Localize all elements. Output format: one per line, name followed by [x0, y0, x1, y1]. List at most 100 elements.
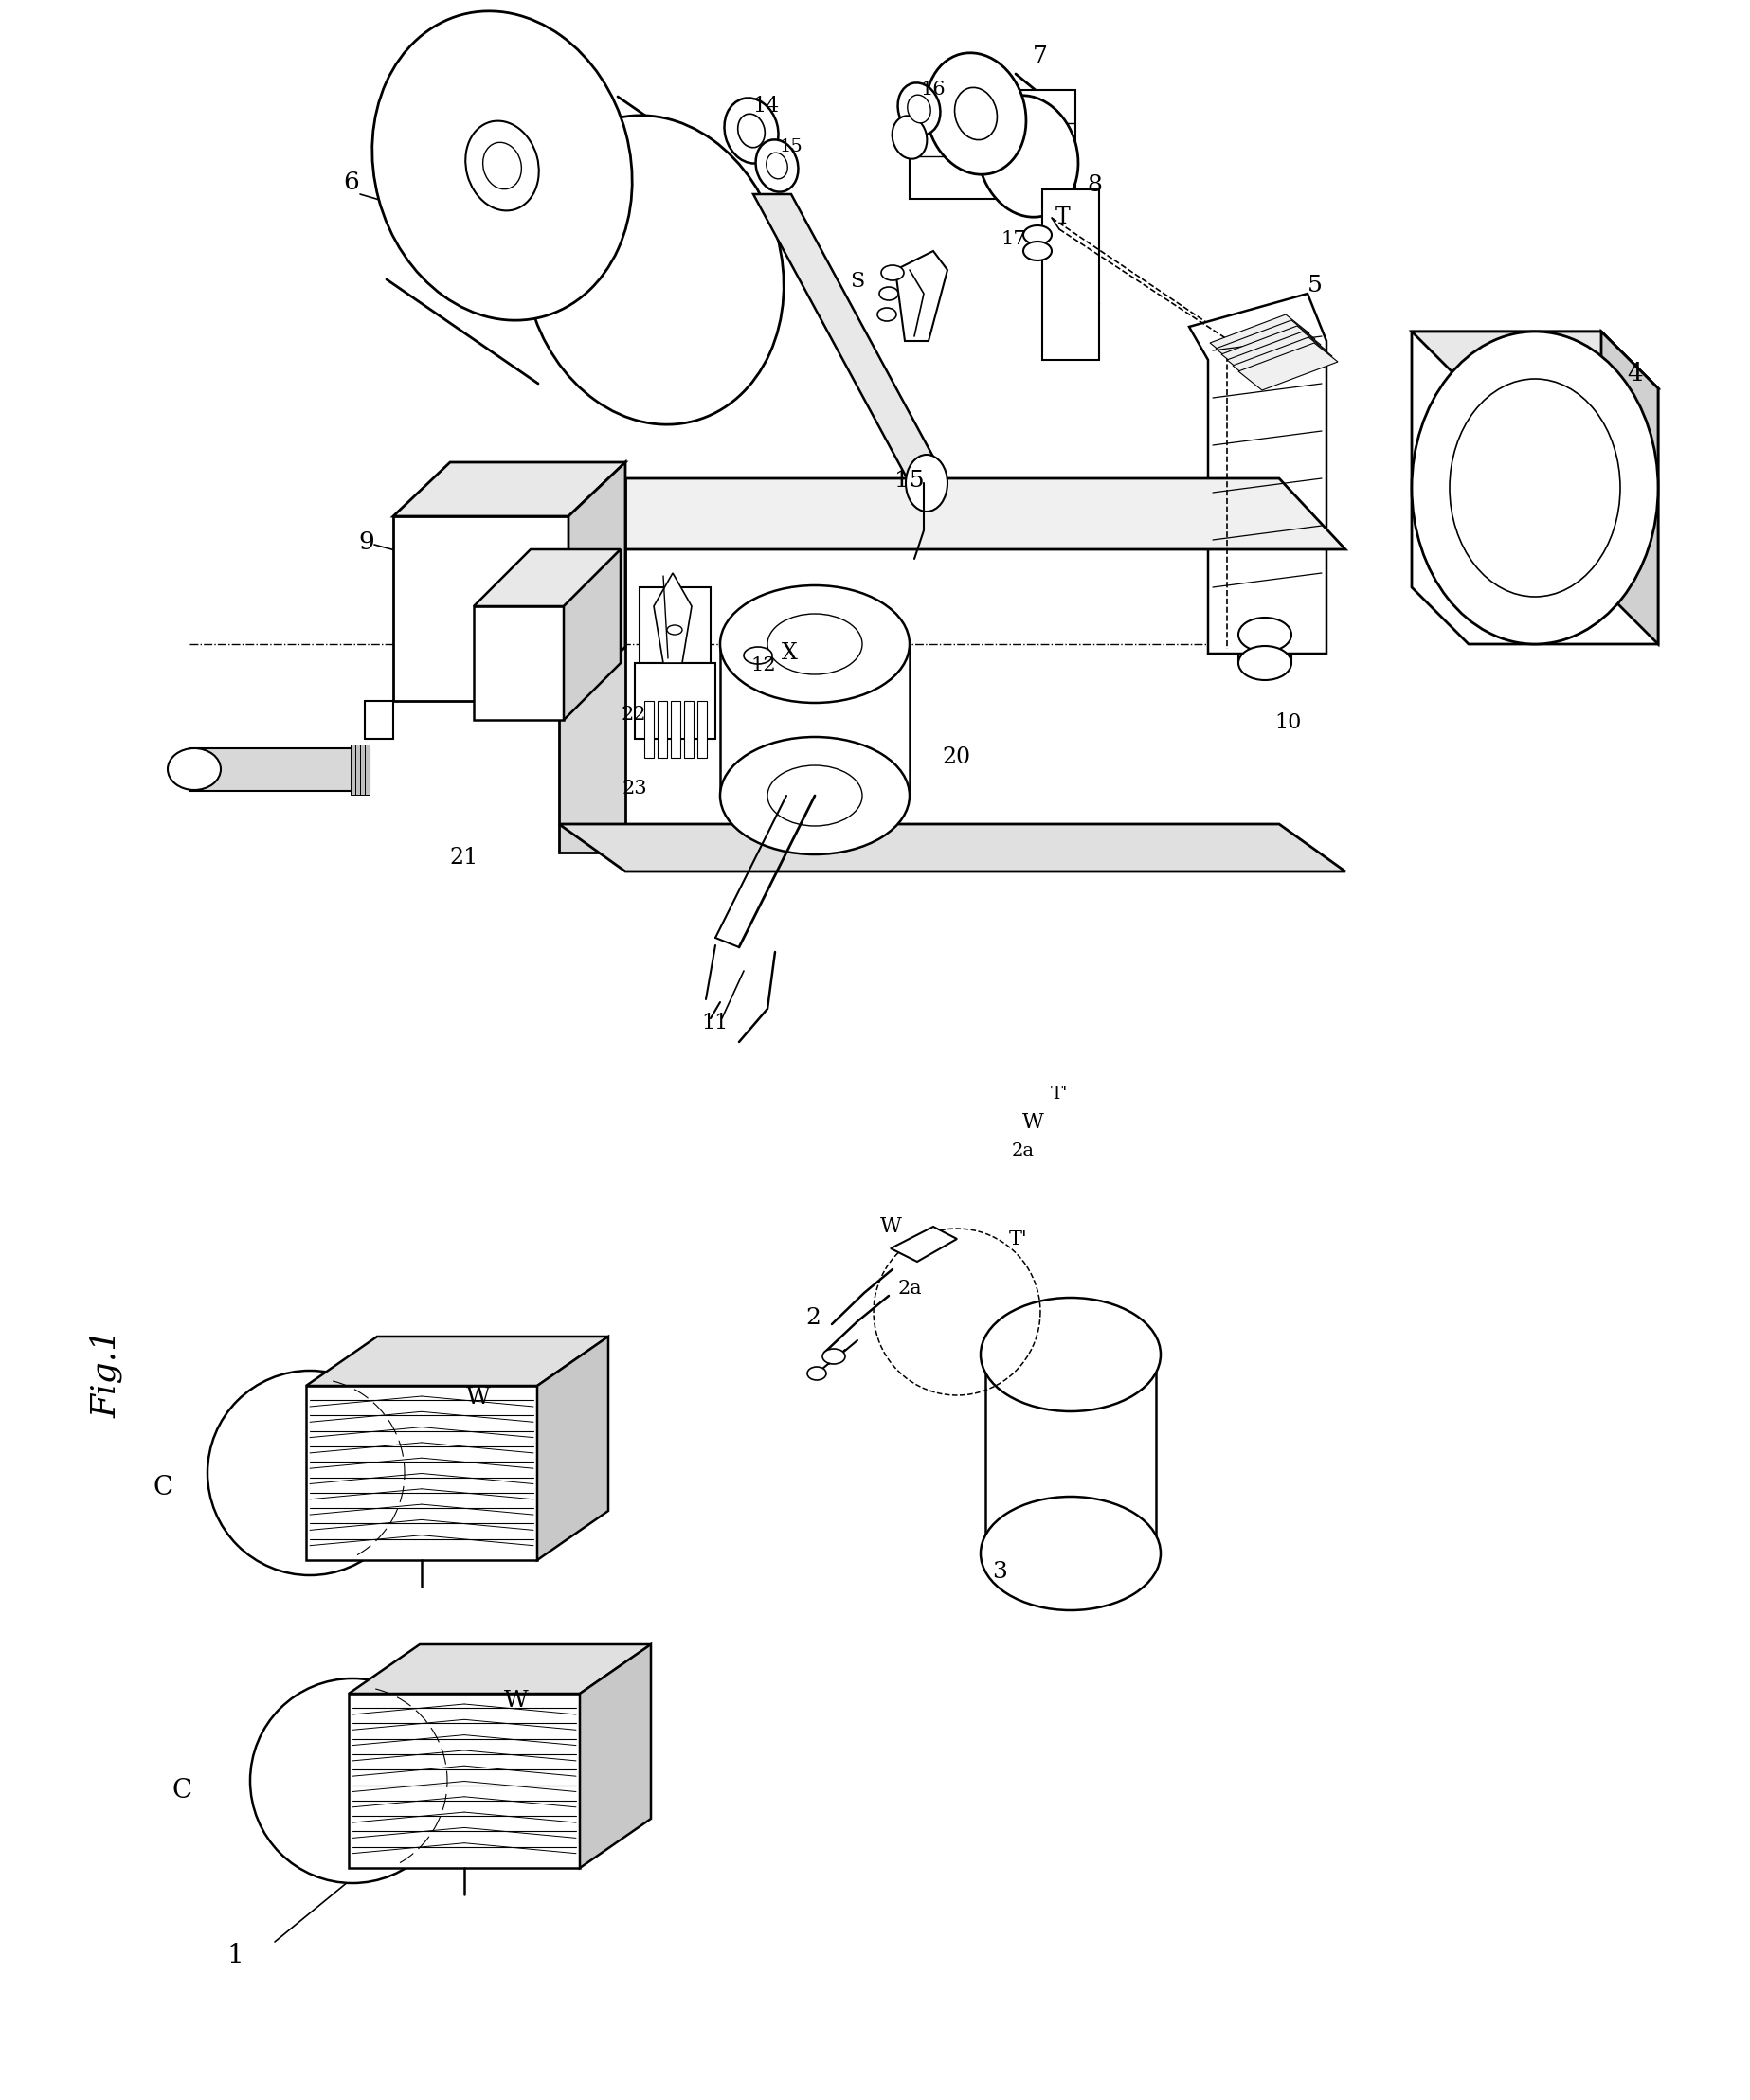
- Text: X: X: [781, 643, 798, 664]
- Ellipse shape: [250, 1678, 455, 1884]
- Text: C: C: [172, 1777, 192, 1804]
- Polygon shape: [189, 748, 369, 792]
- Ellipse shape: [168, 748, 221, 790]
- Text: 1: 1: [226, 1942, 243, 1970]
- Polygon shape: [654, 573, 691, 664]
- Polygon shape: [394, 462, 625, 517]
- Polygon shape: [684, 701, 693, 758]
- Text: 12: 12: [751, 657, 777, 674]
- Ellipse shape: [893, 116, 928, 160]
- Ellipse shape: [926, 53, 1026, 174]
- Ellipse shape: [724, 99, 779, 164]
- Text: W: W: [1022, 1113, 1043, 1132]
- Polygon shape: [644, 701, 654, 758]
- Polygon shape: [658, 701, 667, 758]
- Ellipse shape: [738, 113, 765, 147]
- Polygon shape: [1204, 309, 1304, 357]
- Ellipse shape: [822, 1348, 845, 1365]
- Text: 17: 17: [1001, 229, 1027, 248]
- Text: 16: 16: [921, 82, 947, 99]
- Polygon shape: [306, 1386, 537, 1560]
- Polygon shape: [1199, 302, 1299, 351]
- Ellipse shape: [882, 265, 905, 281]
- Text: 21: 21: [450, 846, 478, 867]
- Ellipse shape: [719, 586, 910, 704]
- Ellipse shape: [768, 613, 863, 674]
- Polygon shape: [891, 1226, 957, 1262]
- Polygon shape: [569, 462, 625, 701]
- Polygon shape: [1216, 319, 1314, 368]
- Text: 6: 6: [343, 170, 359, 195]
- Text: 15: 15: [894, 470, 924, 491]
- Ellipse shape: [1239, 617, 1292, 651]
- Polygon shape: [719, 645, 910, 796]
- Text: 8: 8: [1087, 174, 1103, 195]
- Polygon shape: [558, 823, 1346, 872]
- Ellipse shape: [1412, 332, 1657, 645]
- Polygon shape: [558, 479, 1346, 550]
- Polygon shape: [350, 746, 355, 794]
- Text: 9: 9: [359, 529, 374, 554]
- Text: S: S: [850, 271, 864, 292]
- Ellipse shape: [1024, 225, 1052, 244]
- Text: 15: 15: [779, 139, 803, 155]
- Polygon shape: [348, 1693, 579, 1867]
- Polygon shape: [639, 588, 711, 664]
- Ellipse shape: [908, 94, 931, 124]
- Text: 2: 2: [805, 1308, 821, 1329]
- Polygon shape: [579, 1644, 651, 1867]
- Ellipse shape: [768, 764, 863, 825]
- Polygon shape: [1043, 189, 1099, 359]
- Text: T': T': [1010, 1231, 1027, 1247]
- Ellipse shape: [373, 11, 632, 321]
- Polygon shape: [1412, 332, 1657, 645]
- Ellipse shape: [877, 309, 896, 321]
- Ellipse shape: [878, 288, 898, 300]
- Ellipse shape: [980, 1298, 1160, 1411]
- Polygon shape: [753, 193, 947, 483]
- Polygon shape: [364, 701, 394, 739]
- Text: Fig.1: Fig.1: [89, 1329, 123, 1418]
- Polygon shape: [635, 664, 716, 739]
- Polygon shape: [360, 746, 364, 794]
- Ellipse shape: [466, 122, 539, 210]
- Ellipse shape: [906, 456, 947, 512]
- Polygon shape: [348, 1644, 651, 1693]
- Text: 14: 14: [753, 97, 779, 116]
- Ellipse shape: [483, 143, 522, 189]
- Ellipse shape: [744, 647, 772, 664]
- Ellipse shape: [208, 1371, 413, 1575]
- Polygon shape: [1222, 326, 1321, 374]
- Polygon shape: [670, 701, 681, 758]
- Ellipse shape: [523, 116, 784, 424]
- Polygon shape: [1239, 342, 1337, 391]
- Polygon shape: [564, 550, 621, 720]
- Ellipse shape: [1449, 378, 1621, 596]
- Ellipse shape: [898, 82, 940, 134]
- Text: 2a: 2a: [898, 1279, 922, 1298]
- Polygon shape: [1188, 294, 1327, 653]
- Text: 7: 7: [1032, 46, 1048, 67]
- Ellipse shape: [956, 88, 998, 141]
- Text: C: C: [152, 1474, 173, 1499]
- Ellipse shape: [1239, 647, 1292, 680]
- Polygon shape: [910, 90, 1076, 200]
- Text: 20: 20: [943, 748, 971, 769]
- Text: T': T': [1050, 1086, 1068, 1103]
- Text: W: W: [504, 1688, 528, 1711]
- Polygon shape: [394, 517, 569, 701]
- Polygon shape: [558, 479, 625, 853]
- Ellipse shape: [978, 94, 1078, 216]
- Ellipse shape: [667, 626, 683, 634]
- Polygon shape: [985, 1355, 1157, 1554]
- Ellipse shape: [807, 1367, 826, 1380]
- Text: 4: 4: [1628, 363, 1643, 386]
- Polygon shape: [1601, 332, 1657, 645]
- Text: 23: 23: [623, 779, 648, 798]
- Polygon shape: [896, 252, 947, 340]
- Polygon shape: [1227, 332, 1326, 378]
- Polygon shape: [364, 746, 369, 794]
- Polygon shape: [474, 550, 621, 607]
- Text: 22: 22: [621, 706, 646, 724]
- Text: 5: 5: [1307, 275, 1323, 296]
